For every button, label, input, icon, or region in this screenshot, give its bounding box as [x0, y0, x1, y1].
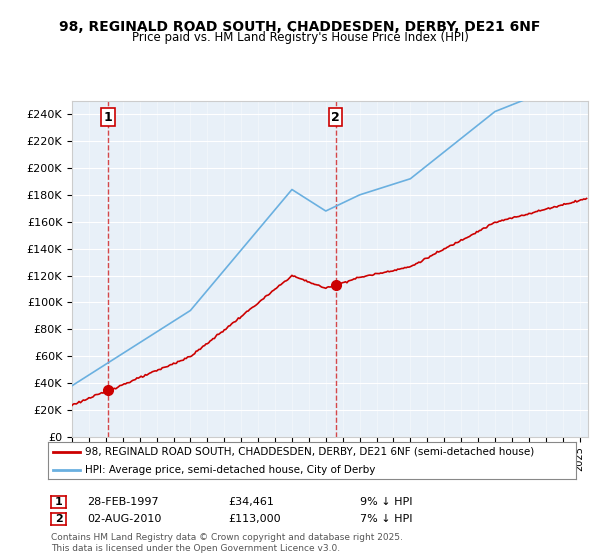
Text: £34,461: £34,461 [228, 497, 274, 507]
Text: Price paid vs. HM Land Registry's House Price Index (HPI): Price paid vs. HM Land Registry's House … [131, 31, 469, 44]
Text: £113,000: £113,000 [228, 514, 281, 524]
Text: 9% ↓ HPI: 9% ↓ HPI [360, 497, 413, 507]
Text: 98, REGINALD ROAD SOUTH, CHADDESDEN, DERBY, DE21 6NF: 98, REGINALD ROAD SOUTH, CHADDESDEN, DER… [59, 20, 541, 34]
Text: 98, REGINALD ROAD SOUTH, CHADDESDEN, DERBY, DE21 6NF (semi-detached house): 98, REGINALD ROAD SOUTH, CHADDESDEN, DER… [85, 446, 534, 456]
Text: 02-AUG-2010: 02-AUG-2010 [87, 514, 161, 524]
Text: 2: 2 [331, 111, 340, 124]
Text: Contains HM Land Registry data © Crown copyright and database right 2025.
This d: Contains HM Land Registry data © Crown c… [51, 533, 403, 553]
Text: 28-FEB-1997: 28-FEB-1997 [87, 497, 158, 507]
Text: 2: 2 [55, 514, 62, 524]
Text: 1: 1 [55, 497, 62, 507]
Text: 7% ↓ HPI: 7% ↓ HPI [360, 514, 413, 524]
Text: 1: 1 [104, 111, 113, 124]
Text: HPI: Average price, semi-detached house, City of Derby: HPI: Average price, semi-detached house,… [85, 465, 376, 475]
